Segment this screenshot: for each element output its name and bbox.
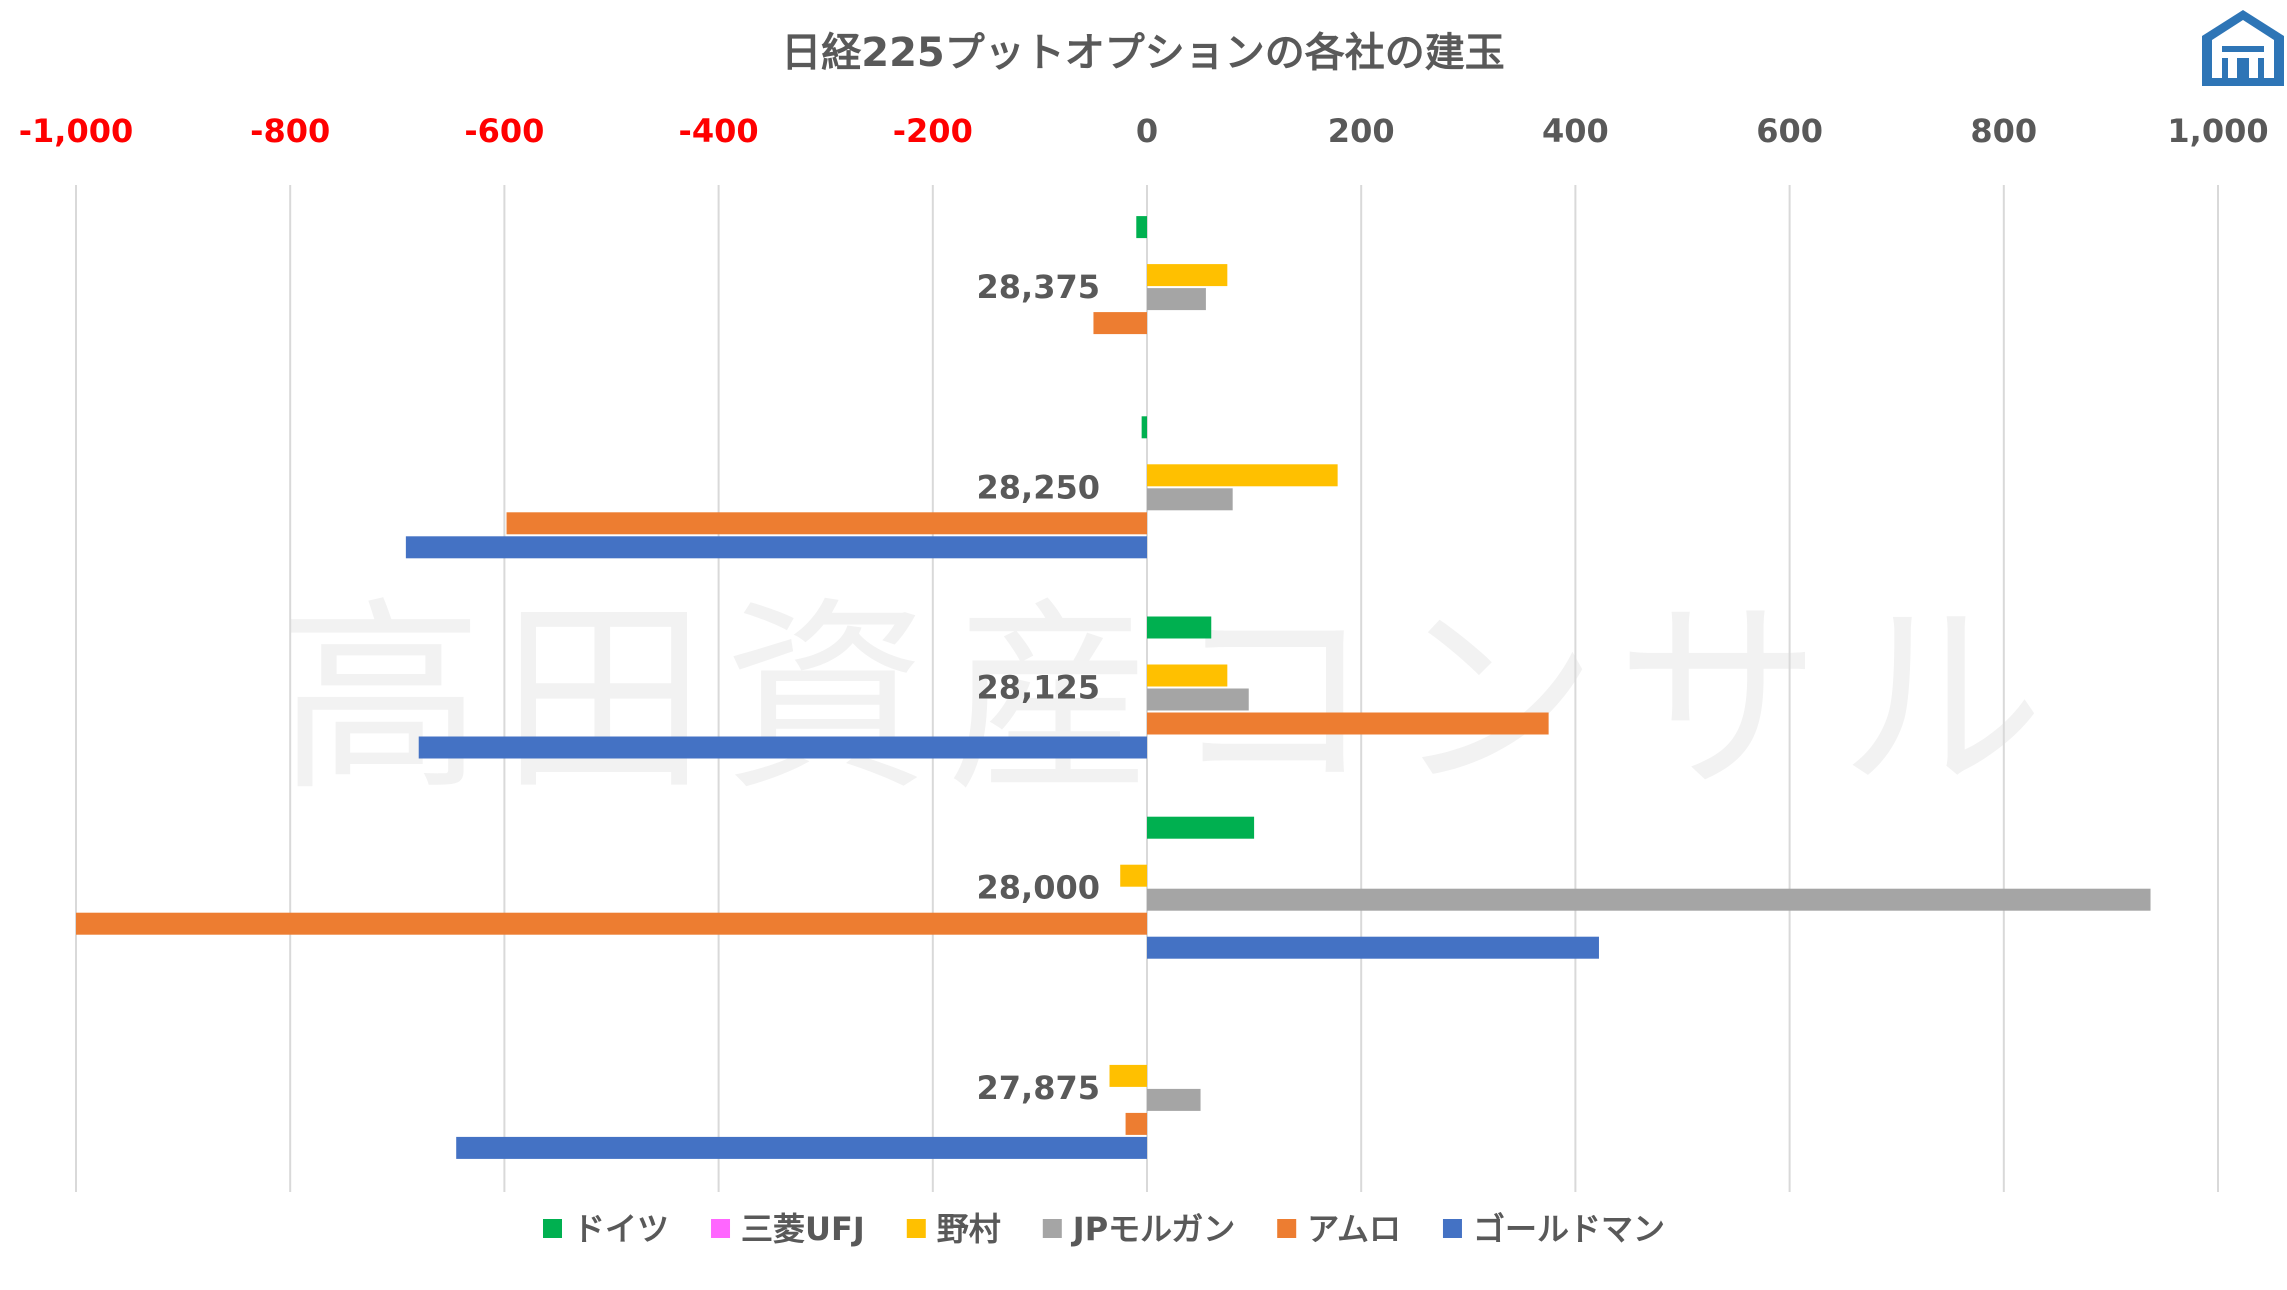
- legend-swatch: [1442, 1219, 1462, 1238]
- bar: [1147, 616, 1212, 639]
- bar: [1147, 464, 1338, 487]
- bar: [418, 736, 1148, 759]
- bar: [1120, 864, 1147, 887]
- legend-swatch: [1277, 1219, 1297, 1238]
- bars: [76, 216, 2151, 1159]
- bar: [76, 912, 1147, 935]
- grid-lines: [75, 185, 2219, 1192]
- legend-label: 三菱UFJ: [741, 1210, 865, 1248]
- legend-label: アムロ: [1307, 1210, 1401, 1248]
- category-label: 28,125: [977, 669, 1100, 707]
- legend: ドイツ 三菱UFJ 野村 JPモルガン アムロ ゴールドマン: [543, 1210, 1665, 1248]
- bar: [1147, 488, 1233, 511]
- bar: [1136, 216, 1147, 239]
- bar: [1109, 1064, 1147, 1087]
- category-labels: 28,375 28,250 28,125 28,000 27,875: [977, 268, 1100, 1107]
- category-label: 28,000: [977, 869, 1100, 907]
- x-tick-label: -800: [250, 112, 330, 150]
- category-label: 27,875: [977, 1069, 1100, 1107]
- x-axis-tick-labels: -1,000 -800 -600 -400 -200 0 200 400 600 800 1,000: [19, 112, 2269, 150]
- bar: [1147, 664, 1228, 687]
- legend-label: 野村: [937, 1210, 1001, 1248]
- x-tick-label: -400: [679, 112, 759, 150]
- bar: [506, 512, 1147, 535]
- bar: [1147, 936, 1599, 959]
- x-tick-label: 400: [1542, 112, 1609, 150]
- bar: [1125, 1112, 1147, 1135]
- x-tick-label: -200: [893, 112, 973, 150]
- bar: [1147, 816, 1255, 839]
- bar: [1147, 264, 1228, 287]
- bar: [1147, 688, 1249, 711]
- bar: [1147, 288, 1206, 311]
- bar: [456, 1136, 1148, 1159]
- bar: [1147, 1088, 1201, 1111]
- legend-label: JPモルガン: [1071, 1210, 1235, 1248]
- legend-swatch: [543, 1219, 562, 1238]
- bar: [405, 536, 1147, 559]
- x-tick-label: 0: [1136, 112, 1158, 150]
- bar: [1147, 712, 1549, 735]
- legend-swatch: [906, 1219, 926, 1238]
- x-tick-label: 200: [1328, 112, 1395, 150]
- x-tick-label: 600: [1756, 112, 1823, 150]
- legend-label: ゴールドマン: [1473, 1210, 1665, 1248]
- legend-swatch: [711, 1219, 731, 1238]
- category-label: 28,250: [977, 468, 1100, 506]
- chart-title: 日経225プットオプションの各社の建玉: [781, 30, 1505, 76]
- category-label: 28,375: [977, 268, 1100, 306]
- x-tick-label: 1,000: [2167, 112, 2268, 150]
- x-tick-label: -600: [464, 112, 544, 150]
- bar: [1147, 888, 2151, 911]
- bar: [1141, 416, 1147, 439]
- x-tick-label: -1,000: [19, 112, 134, 150]
- legend-label: ドイツ: [573, 1210, 669, 1248]
- logo-icon: [2202, 10, 2284, 86]
- bar: [1093, 312, 1147, 335]
- x-tick-label: 800: [1970, 112, 2037, 150]
- legend-swatch: [1042, 1219, 1062, 1238]
